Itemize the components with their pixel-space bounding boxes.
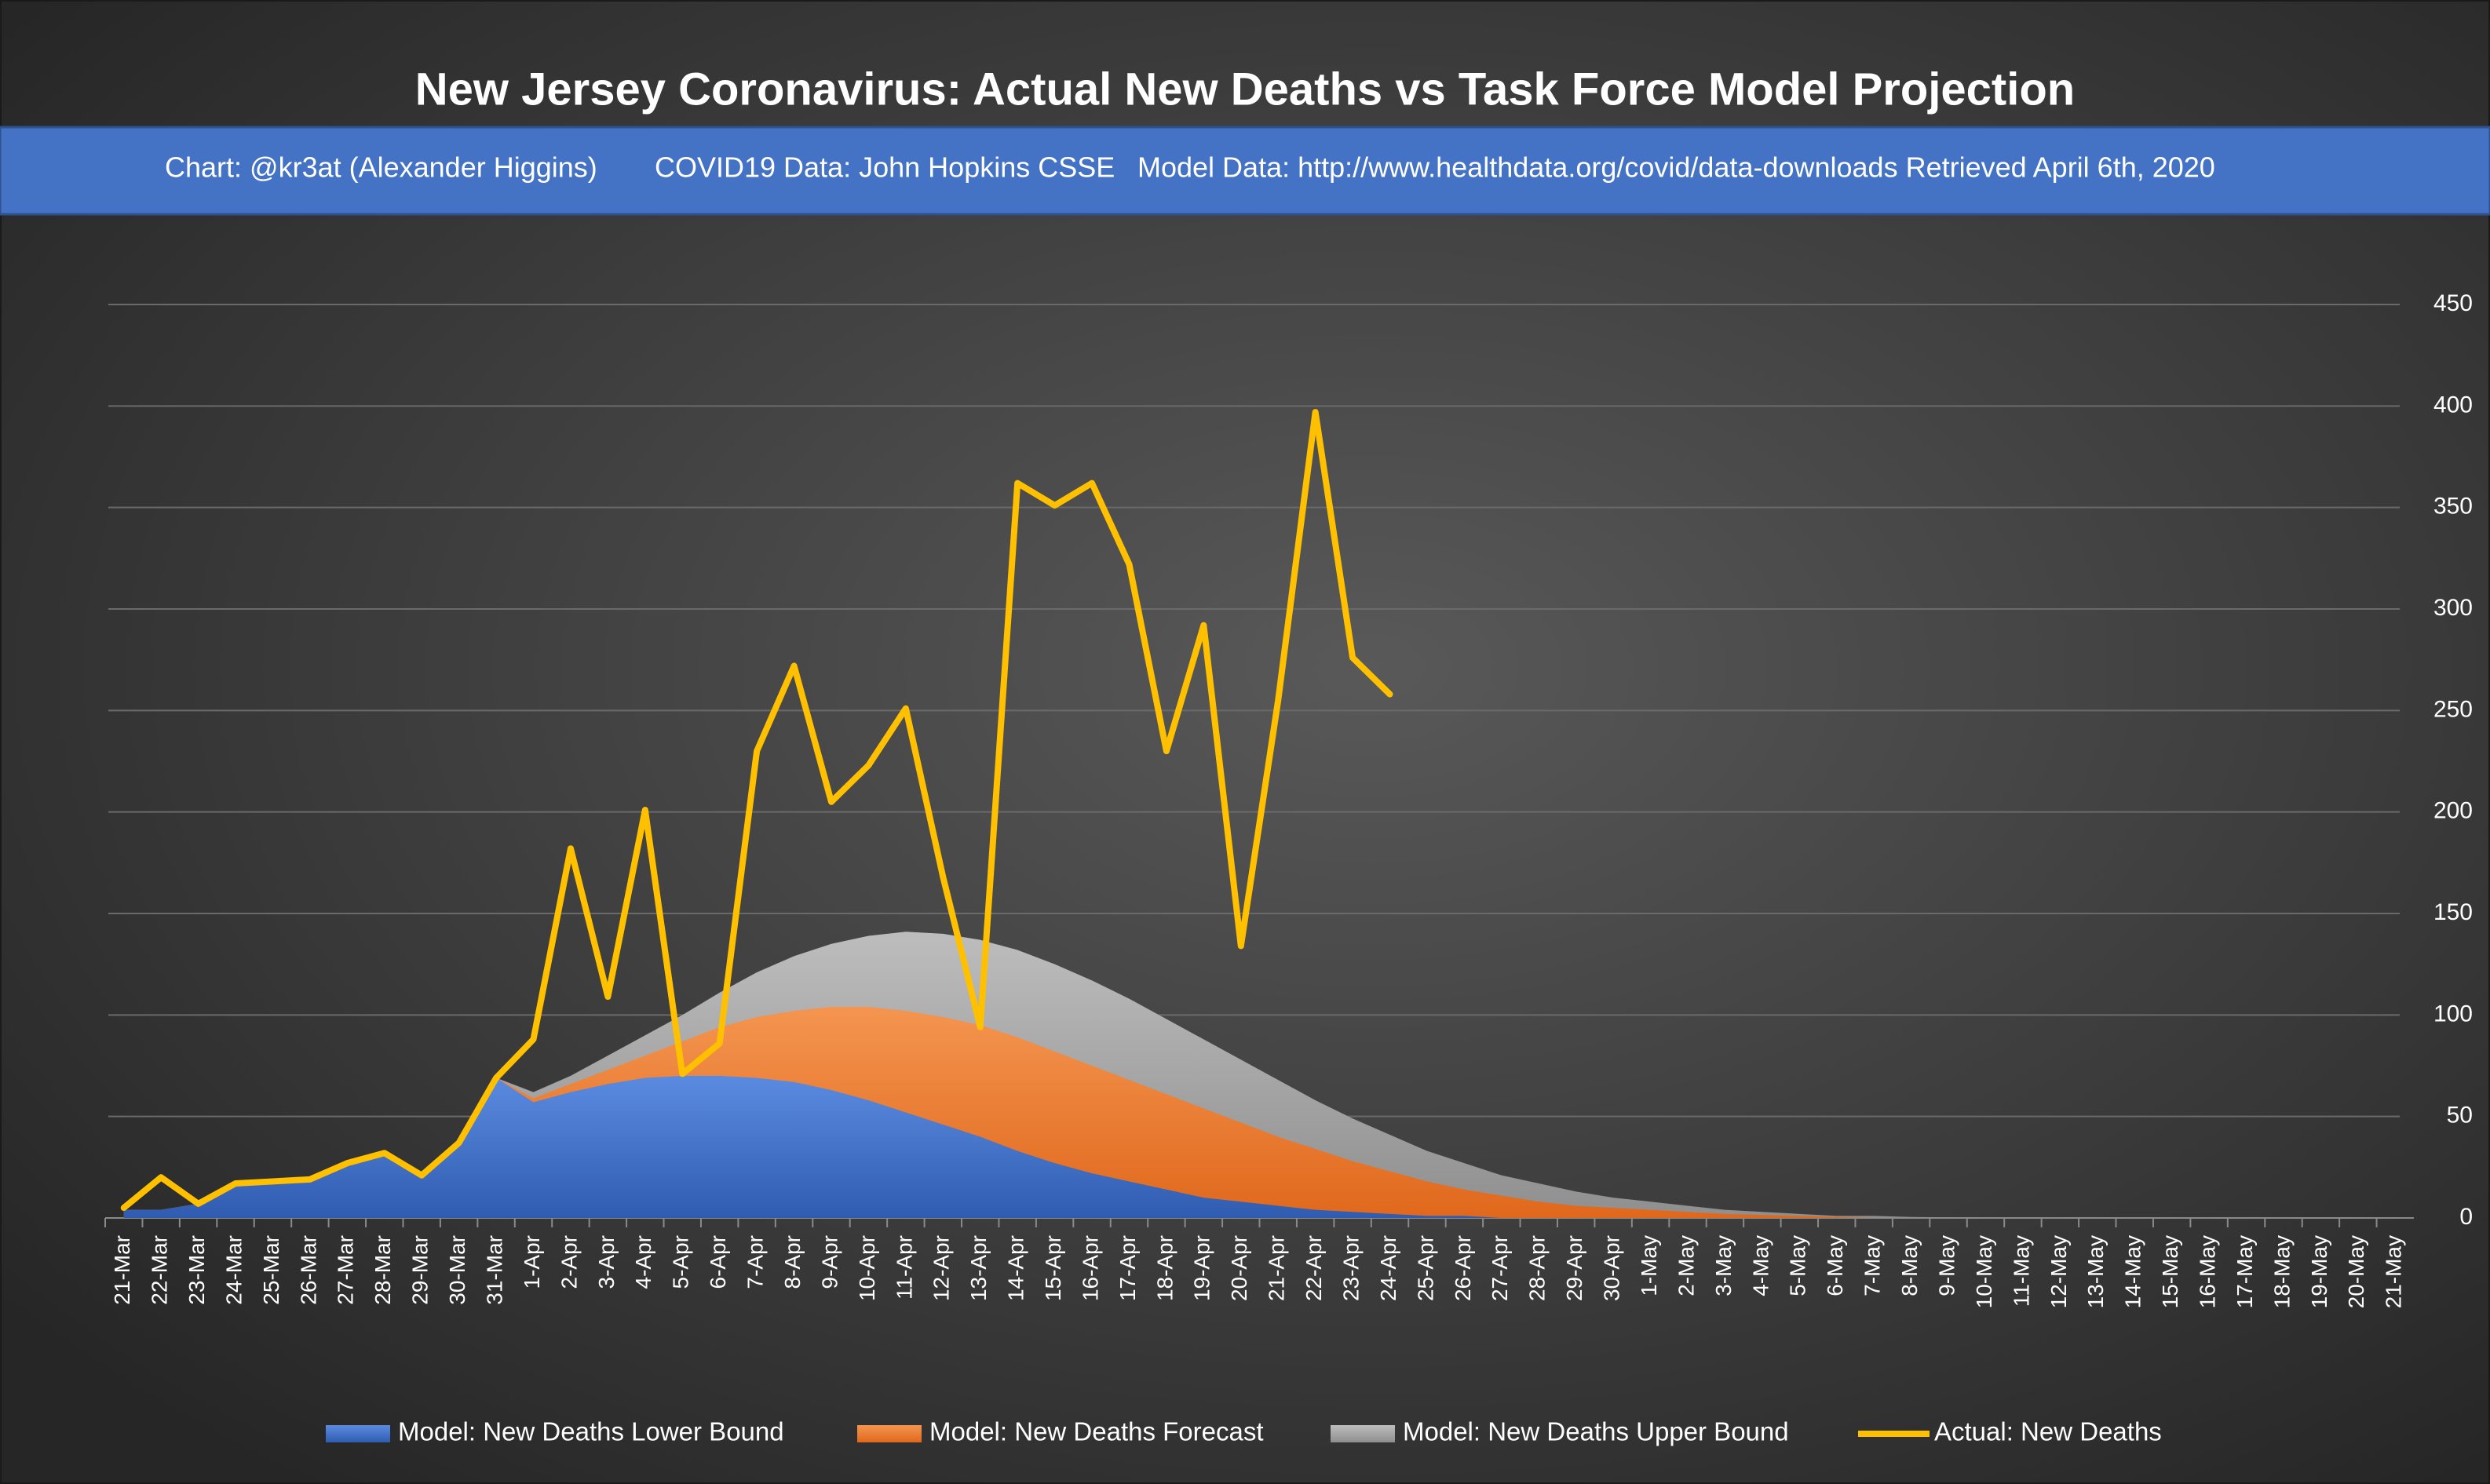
x-tick-label: 8-Apr [780, 1235, 805, 1289]
x-tick-label: 14-May [2121, 1235, 2145, 1308]
y-tick-label: 150 [2433, 899, 2473, 925]
x-tick-label: 21-May [2382, 1235, 2406, 1308]
y-tick-label: 450 [2433, 290, 2473, 316]
y-tick-label: 300 [2433, 595, 2473, 621]
x-tick-label: 20-May [2344, 1235, 2368, 1308]
chart-title: New Jersey Coronavirus: Actual New Death… [415, 64, 2075, 115]
x-tick-label: 20-Apr [1227, 1235, 1251, 1301]
x-tick-label: 24-Apr [1376, 1235, 1400, 1301]
x-tick-label: 28-Mar [371, 1235, 395, 1305]
legend-swatch [857, 1425, 922, 1442]
line [120, 409, 1393, 1212]
x-tick-label: 6-May [1823, 1235, 1847, 1296]
x-tick-label: 24-Mar [221, 1235, 246, 1305]
legend-swatch [1331, 1425, 1395, 1442]
y-tick-label: 200 [2433, 798, 2473, 824]
x-tick-label: 15-Apr [1041, 1235, 1065, 1301]
x-tick-label: 25-Mar [259, 1235, 283, 1305]
credit: COVID19 Data: John Hopkins CSSE [655, 151, 1115, 184]
x-tick-label: 29-Mar [408, 1235, 433, 1305]
y-tick-label: 400 [2433, 392, 2473, 417]
x-tick-label: 3-Apr [594, 1235, 619, 1289]
x-tick-label: 21-Apr [1265, 1235, 1289, 1301]
x-tick-label: 13-May [2083, 1235, 2108, 1308]
legend-swatch [326, 1425, 390, 1442]
credit-banner [0, 126, 2490, 216]
x-tick-label: 10-May [1972, 1235, 1996, 1308]
x-tick-label: 22-Mar [148, 1235, 172, 1305]
x-tick-label: 15-May [2158, 1235, 2182, 1308]
x-tick-label: 4-May [1748, 1235, 1773, 1296]
credit: Model Data: http://www.healthdata.org/co… [1137, 151, 2215, 184]
x-tick-label: 16-May [2195, 1235, 2219, 1308]
x-tick-label: 23-Mar [184, 1235, 209, 1305]
x-tick-label: 14-Apr [1004, 1235, 1028, 1301]
x-tick-label: 10-Apr [855, 1235, 879, 1301]
x-tick-label: 4-Apr [631, 1235, 655, 1289]
x-tick-label: 18-May [2269, 1235, 2294, 1308]
x-tick-label: 19-May [2307, 1235, 2331, 1308]
x-tick-label: 26-Apr [1451, 1235, 1475, 1301]
area [123, 1075, 2396, 1218]
legend-label: Model: New Deaths Upper Bound [1403, 1417, 1789, 1446]
x-tick-label: 7-May [1860, 1235, 1885, 1296]
x-tick-label: 11-May [2009, 1235, 2033, 1307]
x-tick-label: 26-Mar [296, 1235, 320, 1305]
x-tick-label: 30-Mar [445, 1235, 469, 1305]
legend-label: Actual: New Deaths [1934, 1417, 2162, 1446]
x-tick-label: 9-Apr [817, 1235, 842, 1289]
x-tick-label: 23-Apr [1338, 1235, 1363, 1301]
x-tick-label: 18-Apr [1152, 1235, 1177, 1301]
y-tick-label: 100 [2433, 1001, 2473, 1026]
x-tick-label: 12-May [2046, 1235, 2071, 1308]
y-tick-label: 50 [2447, 1103, 2473, 1128]
x-tick-label: 25-Apr [1413, 1235, 1437, 1301]
x-tick-label: 12-Apr [929, 1235, 954, 1301]
x-tick-label: 5-Apr [669, 1235, 693, 1289]
x-tick-label: 21-Mar [110, 1235, 134, 1305]
y-tick-label: 350 [2433, 494, 2473, 520]
x-tick-label: 2-May [1674, 1235, 1698, 1296]
y-tick-label: 0 [2459, 1204, 2473, 1230]
x-tick-label: 19-Apr [1190, 1235, 1214, 1301]
x-tick-label: 27-Mar [334, 1235, 358, 1305]
x-tick-label: 2-Apr [557, 1235, 581, 1289]
x-tick-label: 27-Apr [1488, 1235, 1512, 1301]
x-tick-label: 31-Mar [482, 1235, 506, 1305]
x-tick-label: 30-Apr [1600, 1235, 1624, 1301]
x-tick-label: 3-May [1711, 1235, 1736, 1296]
x-tick-label: 28-Apr [1525, 1235, 1550, 1301]
x-tick-label: 1-May [1637, 1235, 1661, 1296]
x-tick-label: 17-Apr [1115, 1235, 1140, 1301]
x-tick-label: 13-Apr [966, 1235, 991, 1301]
x-tick-label: 11-Apr [892, 1235, 916, 1300]
x-tick-label: 6-Apr [706, 1235, 730, 1289]
x-tick-label: 1-Apr [520, 1235, 544, 1289]
x-tick-label: 29-Apr [1562, 1235, 1586, 1301]
x-tick-label: 7-Apr [743, 1235, 768, 1289]
x-tick-label: 16-Apr [1078, 1235, 1102, 1301]
credit: Chart: @kr3at (Alexander Higgins) [165, 151, 597, 184]
y-tick-label: 250 [2433, 696, 2473, 722]
x-tick-label: 22-Apr [1302, 1235, 1326, 1301]
x-tick-label: 8-May [1897, 1235, 1922, 1296]
x-tick-label: 17-May [2233, 1235, 2257, 1308]
x-tick-label: 9-May [1934, 1235, 1959, 1296]
x-tick-label: 5-May [1786, 1235, 1810, 1296]
legend-label: Model: New Deaths Forecast [929, 1417, 1264, 1446]
legend-label: Model: New Deaths Lower Bound [398, 1417, 784, 1446]
